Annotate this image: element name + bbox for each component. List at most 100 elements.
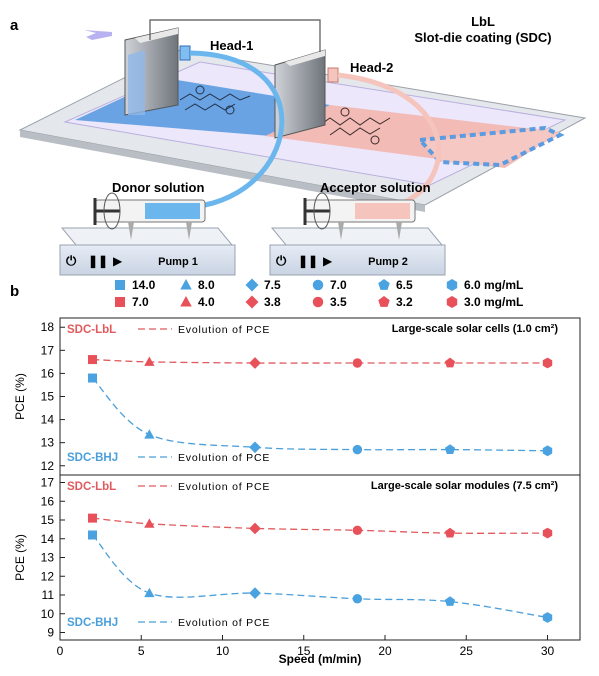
x-tick-label: 20 [378, 644, 392, 658]
data-point [144, 429, 155, 439]
head-1 [124, 27, 191, 116]
y-tick-label: 13 [41, 436, 55, 450]
legend-marker-bhj-diamond [245, 278, 259, 292]
y-tick-label: 14 [41, 532, 55, 546]
legend-marker-lbl-circle [312, 296, 324, 308]
chart-title: Large-scale solar modules (7.5 cm²) [371, 480, 558, 492]
pump-2: ⏻ ❚❚ ▶ Pump 2 [269, 192, 446, 276]
legend-marker-lbl-pentagon [378, 296, 390, 307]
head-2 [274, 49, 339, 139]
acceptor-molecule-icon [319, 107, 391, 145]
motion-arrow-icon [84, 30, 112, 40]
head-connector [149, 19, 321, 52]
x-tick-label: 5 [138, 644, 145, 658]
legend-marker-bhj-triangle [180, 279, 192, 290]
data-point [144, 587, 155, 598]
x-axis-label: Speed (m/min) [279, 652, 362, 666]
head-2-label: Head-2 [350, 60, 393, 75]
plot-frame [59, 474, 581, 641]
y-tick-label: 14 [41, 413, 55, 427]
data-point [542, 612, 553, 623]
pce-charts: 12 13 14 15 16 17 18 PCE (%) Large-scale solar c… [13, 317, 581, 666]
data-point [88, 513, 97, 523]
legend-label: 8.0 [198, 278, 215, 292]
donor-tube [189, 50, 285, 208]
sdc-title: Slot-die coating (SDC) [414, 30, 551, 45]
power-icon: ⏻ [276, 253, 287, 268]
schematic-panel: a LbL Slot-die coating (SDC) [10, 14, 587, 276]
data-point [444, 527, 456, 538]
series-line-sdc-bhj [92, 534, 548, 619]
substrate-base-side [20, 130, 425, 212]
x-tick-label: 25 [460, 644, 474, 658]
y-tick-label: 12 [41, 459, 55, 473]
acceptor-solution-label: Acceptor solution [320, 180, 431, 195]
legend-marker-bhj-hexagon [446, 279, 458, 291]
x-tick-label: 10 [216, 644, 230, 658]
legend-label: 3.2 [396, 295, 413, 309]
legend-label: 3.8 [264, 295, 281, 309]
series-line-sdc-lbl [92, 517, 548, 534]
legend-marker-lbl-triangle [180, 296, 192, 307]
chart-2: 9 10 11 12 13 14 15 16 17 PCE (%) Large-scale sola… [13, 474, 581, 666]
data-point [444, 444, 456, 454]
data-point [352, 444, 363, 455]
power-icon: ⏻ [66, 253, 77, 268]
legend-marker-bhj-pentagon [378, 279, 390, 290]
lbl-title: LbL [471, 14, 495, 29]
data-point [144, 518, 155, 528]
data-point [352, 358, 363, 368]
series-note-label: Evolution of PCE [178, 481, 270, 493]
data-point [249, 522, 261, 535]
legend-label: 6.5 [396, 278, 413, 292]
data-point [249, 441, 261, 454]
series-name-label: SDC-BHJ [67, 617, 118, 629]
data-point [249, 587, 261, 599]
y-tick-label: 17 [41, 343, 55, 357]
series-line-sdc-bhj [92, 377, 548, 452]
legend-marker-lbl-diamond [245, 295, 259, 309]
donor-solution-label: Donor solution [112, 180, 204, 195]
legend-label: 3.5 [330, 295, 347, 309]
legend-marker-bhj-circle [312, 279, 324, 291]
concentration-legend: 14.0 8.0 7.5 7.0 6.5 6.0 mg/mL 7.0 4.0 3.8 3.5 3.2… [115, 278, 523, 309]
panel-a-letter: a [10, 17, 19, 34]
y-tick-label: 9 [47, 626, 54, 640]
chart-title: Large-scale solar cells (1.0 cm²) [392, 323, 559, 335]
play-icon: ▶ [113, 254, 123, 268]
legend-marker-lbl-square [115, 297, 125, 307]
y-tick-label: 11 [42, 588, 55, 602]
x-tick-label: 15 [297, 644, 311, 658]
series-line-sdc-lbl [92, 358, 548, 364]
pause-icon: ❚❚ [88, 254, 108, 269]
y-tick-label: 16 [41, 494, 55, 508]
play-icon: ▶ [323, 254, 333, 268]
legend-label: 7.0 [330, 278, 347, 292]
chart-1: 12 13 14 15 16 17 18 PCE (%) Large-scale solar c… [13, 317, 581, 476]
legend-label: 4.0 [198, 295, 215, 309]
y-tick-label: 17 [41, 476, 55, 490]
legend-label: 6.0 mg/mL [464, 278, 523, 292]
data-point [444, 357, 456, 368]
y-tick-label: 15 [41, 390, 55, 404]
legend-label: 7.5 [264, 278, 281, 292]
legend-label: 7.0 [132, 295, 149, 309]
y-tick-label: 13 [41, 551, 55, 565]
y-axis-label: PCE (%) [13, 534, 27, 581]
pause-icon: ❚❚ [298, 254, 318, 269]
legend-label: 3.0 mg/mL [464, 295, 523, 309]
data-point [444, 596, 456, 606]
plot-frame [59, 317, 581, 476]
pump-2-label: Pump 2 [368, 256, 408, 268]
head-1-label: Head-1 [210, 38, 253, 53]
y-tick-label: 12 [41, 569, 55, 583]
donor-molecule-icon [179, 85, 251, 115]
data-point [249, 357, 261, 369]
series-name-label: SDC-BHJ [67, 452, 118, 464]
data-point [542, 445, 553, 457]
legend-label: 14.0 [132, 278, 156, 292]
legend-marker-bhj-square [115, 280, 125, 290]
data-point [542, 357, 553, 369]
series-name-label: SDC-LbL [67, 324, 116, 336]
